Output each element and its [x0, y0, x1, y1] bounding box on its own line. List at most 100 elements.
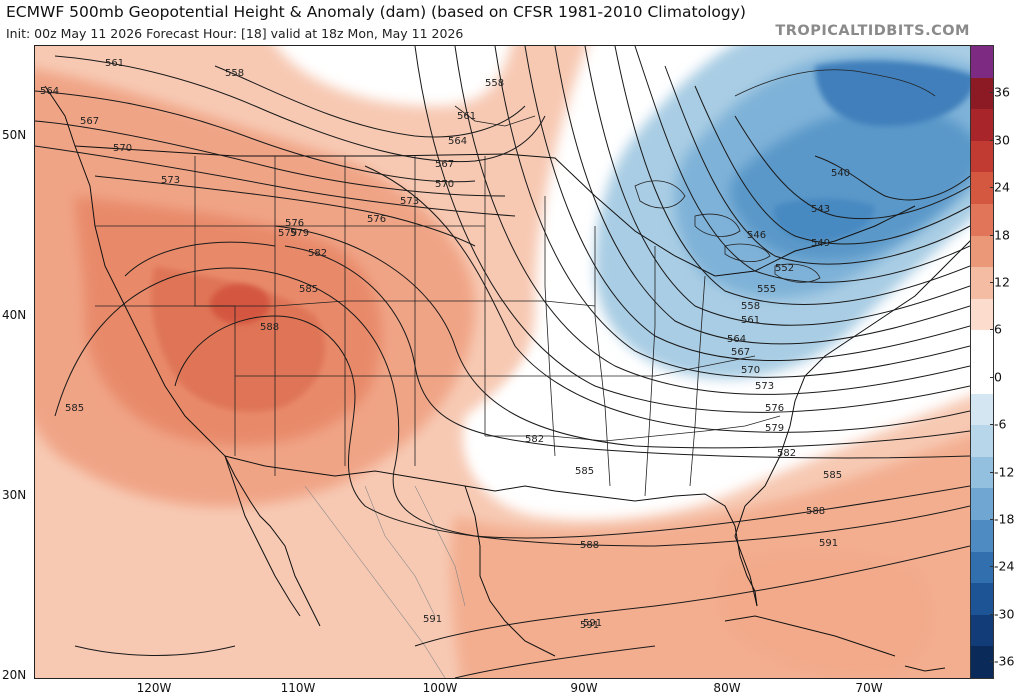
contour-label: 558	[485, 78, 504, 89]
colorbar-tick-label: 0	[994, 369, 1002, 385]
colorbar-segment	[971, 551, 993, 584]
colorbar-segment	[971, 583, 993, 616]
height-contours	[35, 46, 970, 678]
contour-label: 579	[765, 423, 784, 434]
colorbar-segment	[971, 520, 993, 552]
cuba-caribbean	[724, 615, 946, 672]
us-mexico-border	[224, 455, 466, 487]
contour-label: 591	[580, 620, 599, 631]
colorbar-tick-label: -30	[994, 606, 1015, 622]
contour-label: 573	[755, 381, 774, 392]
colorbar-segment	[971, 393, 993, 426]
anomaly-area-warm-max	[210, 284, 270, 324]
contour-567-e	[494, 46, 970, 378]
contour-564-w	[35, 90, 476, 183]
lat-label-20n: 20N	[2, 668, 27, 682]
contour-570-w	[35, 145, 516, 217]
colorbar-tick-mark	[990, 282, 994, 283]
colorbar-segment	[971, 362, 993, 394]
colorbar-tick-mark	[990, 613, 994, 615]
gulf-coastline	[464, 485, 758, 657]
colorbar-tick-label: 24	[994, 179, 1010, 195]
contour-549	[664, 65, 970, 265]
state-borders	[95, 156, 781, 497]
anomaly-area-neutral-north	[276, 46, 511, 106]
colorbar-tick-mark	[990, 424, 994, 426]
colorbar-tick-label: 30	[994, 132, 1010, 148]
contour-585-w	[54, 267, 970, 539]
colorbar-tick-label: -36	[994, 653, 1015, 669]
map-panel[interactable]: 561 558 564 567 570 573 576 579 582 585 …	[34, 45, 971, 679]
contour-558-w	[214, 65, 526, 138]
contour-591-s	[454, 645, 656, 678]
colorbar-segment	[971, 235, 993, 268]
colorbar-tick-mark	[990, 376, 994, 378]
contour-label: 579	[278, 228, 297, 239]
map-title: ECMWF 500mb Geopotential Height & Anomal…	[6, 3, 746, 21]
colorbar-segment	[971, 646, 993, 679]
colorbar-segment	[971, 298, 993, 331]
contour-label: 591	[819, 538, 838, 549]
anomaly-area-warm-gulf	[718, 551, 933, 678]
lon-label-100w: 100W	[422, 681, 458, 695]
contour-label: 558	[225, 68, 244, 79]
contour-546	[694, 85, 970, 245]
anomaly-area-cold-core-2	[774, 198, 875, 241]
contour-label: 570	[435, 179, 454, 190]
brand-watermark: TROPICALTIDBITS.COM	[775, 23, 970, 39]
contour-label: 567	[80, 116, 99, 127]
colorbar-tick-mark	[990, 519, 994, 520]
anomaly-area-warm-core	[151, 266, 325, 412]
anomaly-map[interactable]: 561 558 564 567 570 573 576 579 582 585 …	[35, 46, 970, 678]
lat-label-30n: 30N	[2, 488, 27, 502]
colorbar-segment	[971, 614, 993, 647]
colorbar-tick-mark	[990, 187, 994, 189]
colorbar-segment	[971, 267, 993, 300]
contour-576-e	[364, 165, 970, 433]
colorbar-tick-mark	[990, 661, 994, 663]
colorbar-segment	[971, 488, 993, 521]
contour-591	[414, 545, 970, 647]
contour-label: 582	[777, 448, 796, 459]
canadian-lakes	[454, 69, 936, 283]
contour-label: 585	[575, 466, 594, 477]
contour-579-e	[274, 225, 970, 449]
contour-label: 585	[823, 470, 842, 481]
colorbar-tick-label: -6	[994, 416, 1007, 432]
colorbar-tick-label: 36	[994, 84, 1010, 100]
contour-552	[634, 46, 970, 283]
colorbar-segment	[971, 109, 993, 142]
colorbar-tick-label: -24	[994, 558, 1015, 574]
contour-label: 549	[811, 238, 830, 249]
contour-label: 588	[260, 322, 279, 333]
baja-coast	[224, 455, 301, 617]
colorbar-tick-label: -12	[994, 464, 1015, 480]
colorbar-tick-mark	[990, 566, 994, 568]
lon-label-110w: 110W	[280, 681, 316, 695]
colorbar-tick-label: -18	[994, 511, 1015, 527]
contour-540	[814, 155, 970, 201]
colorbar-tick-label: 6	[994, 321, 1002, 337]
contour-573-w	[94, 175, 476, 247]
contour-573-e	[414, 46, 970, 413]
contour-label: 564	[40, 86, 59, 97]
contour-labels: 561 558 564 567 570 573 576 579 582 585 …	[40, 58, 850, 631]
lon-label-80w: 80W	[713, 681, 741, 695]
contour-label: 564	[727, 334, 746, 345]
colorbar-tick-mark	[990, 92, 994, 94]
colorbar-segment	[971, 456, 993, 489]
colorbar-segment	[971, 140, 993, 173]
contour-label: 576	[765, 403, 784, 414]
contour-label: 588	[806, 506, 825, 517]
colorbar-segment	[971, 77, 993, 110]
map-subtitle: Init: 00z May 11 2026 Forecast Hour: [18…	[6, 26, 464, 41]
contour-label: 585	[65, 403, 84, 414]
contour-555	[614, 46, 970, 305]
contour-558-e	[584, 46, 970, 326]
contour-label: 543	[811, 204, 830, 215]
anomaly-area-cold-core	[815, 60, 970, 126]
anomaly-colorbar	[970, 45, 994, 679]
contour-label: 567	[435, 159, 454, 170]
contour-label: 567	[731, 347, 750, 358]
lat-label-50n: 50N	[2, 128, 27, 142]
